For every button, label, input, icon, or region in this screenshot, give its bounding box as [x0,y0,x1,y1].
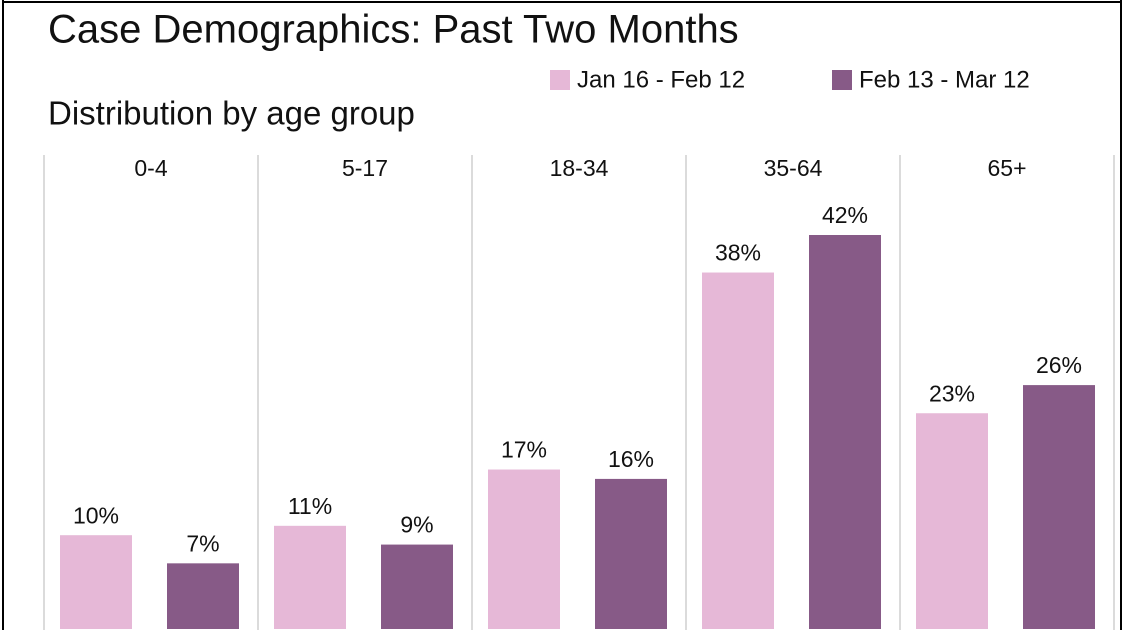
legend-swatch [550,70,570,90]
value-label: 11% [288,493,332,519]
value-label: 7% [186,530,219,556]
bar [381,544,453,629]
category-label: 18-34 [550,155,609,181]
bar [595,478,667,629]
chart-title: Case Demographics: Past Two Months [48,8,739,52]
value-label: 38% [715,240,761,266]
value-label: 23% [929,380,975,406]
value-label: 9% [400,512,433,538]
value-label: 16% [608,446,654,472]
category-label: 35-64 [764,155,823,181]
bar [916,413,988,629]
bar [167,563,239,629]
bar [702,272,774,629]
value-label: 10% [73,502,119,528]
legend-label: Feb 13 - Mar 12 [859,66,1030,93]
value-label: 26% [1036,352,1082,378]
bar [809,235,881,629]
value-label: 42% [822,202,868,228]
bar [1023,385,1095,629]
value-label: 17% [501,437,547,463]
category-label: 0-4 [134,155,167,181]
category-label: 65+ [987,155,1026,181]
bar [60,535,132,629]
chart-subtitle: Distribution by age group [48,95,415,132]
legend-swatch [832,70,852,90]
category-label: 5-17 [342,155,388,181]
bar [274,525,346,629]
bar [488,469,560,629]
legend-label: Jan 16 - Feb 12 [577,66,745,93]
